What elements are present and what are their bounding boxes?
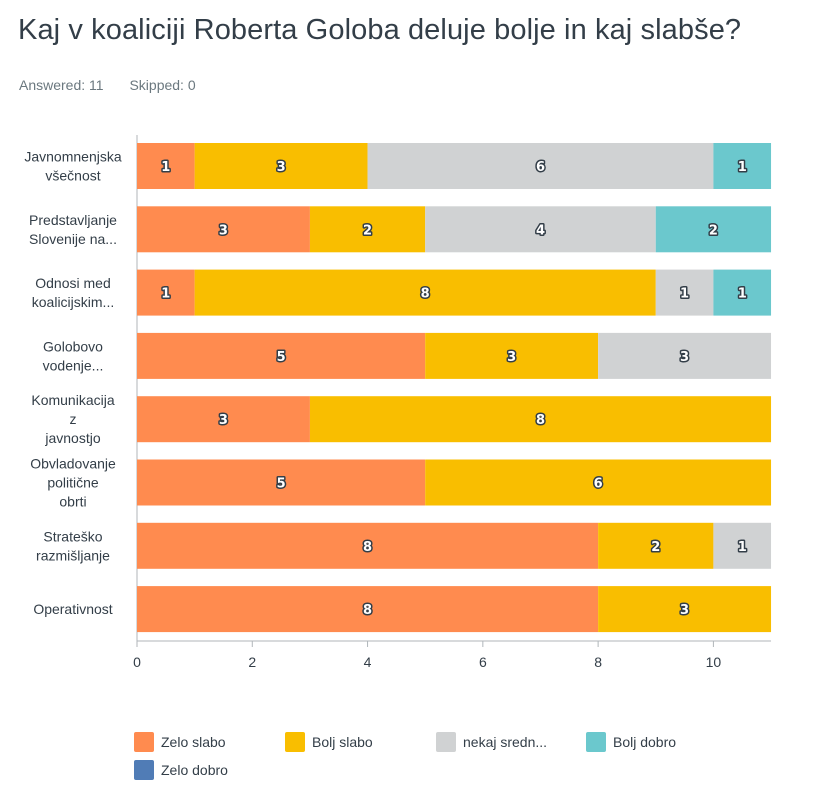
- legend-label: Zelo slabo: [161, 734, 226, 750]
- stacked-bar-chart: Javnomnenjska všečnost 1 3 6 1 Predstavljanje S…: [24, 135, 772, 670]
- category-label: Javnomnenjska: [24, 149, 121, 165]
- data-label: 5: [277, 477, 286, 492]
- category-label: všečnost: [45, 168, 100, 184]
- bar-segment: [137, 396, 310, 443]
- bar-segment: [137, 586, 599, 633]
- data-label: 6: [594, 477, 603, 492]
- bar-segment: [309, 396, 772, 443]
- bar-segment: [137, 206, 310, 253]
- bar-segment: [425, 332, 599, 379]
- bar-segment: [655, 206, 772, 253]
- category-label: Strateško: [43, 528, 102, 544]
- page-title: Kaj v koaliciji Roberta Goloba deluje bo…: [18, 14, 742, 46]
- legend-swatch: [436, 732, 456, 752]
- data-label: 1: [680, 287, 689, 302]
- data-label: 5: [277, 350, 286, 365]
- data-label: 4: [536, 223, 545, 238]
- data-label: 8: [363, 603, 372, 618]
- data-label: 6: [536, 160, 545, 175]
- answered-count: Answered: 11: [19, 77, 104, 93]
- bar-segment: [137, 143, 195, 189]
- legend-label: Zelo dobro: [161, 762, 228, 778]
- data-label: 1: [738, 287, 747, 302]
- legend-item: Bolj dobro: [586, 732, 676, 752]
- x-tick-label: 2: [248, 654, 256, 670]
- x-tick-label: 6: [479, 654, 487, 670]
- legend-swatch: [134, 732, 154, 752]
- category-label: koalicijskim...: [32, 294, 114, 310]
- bar-segment: [137, 522, 599, 569]
- category-label: Predstavljanje: [29, 212, 117, 228]
- data-label: 3: [680, 350, 689, 365]
- data-label: 1: [738, 540, 747, 555]
- bar-segment: [713, 522, 772, 569]
- legend-item: nekaj sredn...: [436, 732, 547, 752]
- data-label: 3: [219, 223, 228, 238]
- legend-item: Zelo dobro: [134, 760, 228, 780]
- x-tick-label: 0: [133, 654, 141, 670]
- category-label: politične: [47, 475, 99, 491]
- data-label: 3: [219, 413, 228, 428]
- bar-segment: [309, 206, 426, 253]
- bar-segment: [713, 269, 772, 316]
- data-label: 2: [363, 223, 372, 238]
- legend-item: Bolj slabo: [285, 732, 373, 752]
- bar-segment: [137, 332, 426, 379]
- bar-segment: [655, 269, 714, 316]
- bar-segment: [598, 586, 772, 633]
- data-label: 1: [161, 287, 170, 302]
- legend-label: nekaj sredn...: [463, 734, 548, 750]
- data-label: 8: [536, 413, 545, 428]
- category-label: z: [70, 411, 77, 427]
- data-label: 3: [680, 603, 689, 618]
- bar-segment: [137, 459, 426, 506]
- x-tick-label: 4: [364, 654, 372, 670]
- data-label: 8: [421, 287, 430, 302]
- category-label: Operativnost: [33, 601, 112, 617]
- bar-segment: [367, 143, 714, 189]
- category-label: Odnosi med: [35, 275, 110, 291]
- bar-segment: [713, 143, 772, 189]
- data-label: 2: [651, 540, 660, 555]
- category-label: Slovenije na...: [29, 231, 117, 247]
- category-label: razmišljanje: [36, 547, 110, 563]
- legend-item: Zelo slabo: [134, 732, 226, 752]
- category-label: vodenje...: [43, 357, 104, 373]
- data-label: 1: [161, 160, 170, 175]
- bar-segment: [598, 332, 772, 379]
- data-label: 1: [738, 160, 747, 175]
- legend-swatch: [586, 732, 606, 752]
- legend-label: Bolj slabo: [312, 734, 373, 750]
- bar-segment: [194, 269, 656, 316]
- x-tick-label: 10: [706, 654, 722, 670]
- category-label: javnostjo: [44, 430, 100, 446]
- bar-segment: [425, 206, 656, 253]
- data-label: 3: [277, 160, 286, 175]
- legend-swatch: [134, 760, 154, 780]
- legend-swatch: [285, 732, 305, 752]
- bar-segment: [598, 522, 714, 569]
- bar-segment: [137, 269, 195, 316]
- data-label: 3: [507, 350, 516, 365]
- data-label: 8: [363, 540, 372, 555]
- legend-label: Bolj dobro: [613, 734, 677, 750]
- bar-segment: [425, 459, 772, 506]
- category-label: obrti: [59, 494, 86, 510]
- category-label: Komunikacija: [31, 392, 114, 408]
- x-tick-label: 8: [594, 654, 602, 670]
- data-label: 2: [709, 223, 718, 238]
- response-stats: Answered: 11 Skipped: 0: [19, 77, 218, 93]
- skipped-count: Skipped: 0: [129, 77, 196, 93]
- category-label: Obvladovanje: [30, 456, 116, 472]
- bar-segment: [194, 143, 368, 189]
- category-label: Golobovo: [43, 338, 103, 354]
